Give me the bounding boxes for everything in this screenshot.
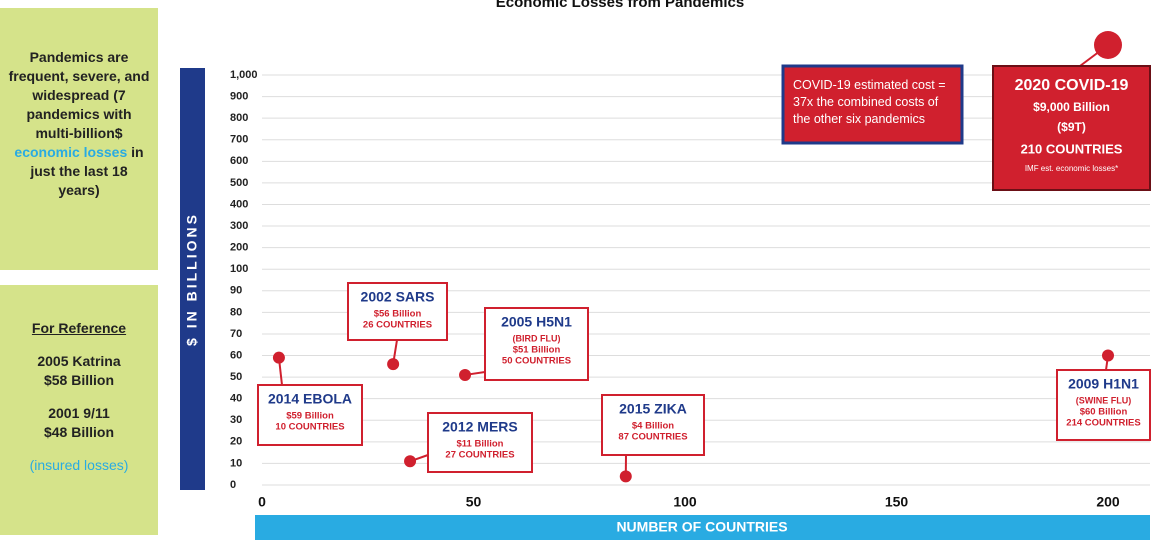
annotation: ($9T) (1057, 120, 1086, 134)
panel-note: (insured losses) (29, 457, 129, 473)
value-label: $11 Billion (457, 439, 504, 450)
y-axis-label: $ IN BILLIONS (184, 212, 200, 346)
x-axis-bar (255, 515, 1150, 540)
y-tick-label: 50 (230, 371, 242, 383)
y-tick-label: 10 (230, 457, 242, 469)
label-box (257, 384, 363, 446)
value-label: $56 Billion (374, 309, 422, 320)
panel-text: Pandemics are frequent, severe, and wide… (8, 49, 150, 141)
reference-value: $48 Billion (43, 424, 115, 440)
y-tick-label: 30 (230, 414, 242, 426)
y-tick-label: 40 (230, 393, 242, 405)
value-label: $51 Billion (513, 345, 561, 356)
label-box (484, 307, 589, 381)
y-tick-label: 500 (230, 177, 248, 189)
country-label: 10 COUNTRIES (275, 422, 344, 433)
point (387, 358, 400, 371)
country-label: 26 COUNTRIES (363, 320, 432, 331)
reference-item: 2005 Katrina $58 Billion (8, 352, 150, 390)
x-tick-label: 0 (258, 494, 266, 510)
y-tick-label: 60 (230, 349, 242, 361)
x-tick-label: 200 (1096, 494, 1120, 510)
x-tick-label: 100 (673, 494, 697, 510)
y-tick-label: 700 (230, 134, 248, 146)
label-box (427, 412, 533, 473)
info-panel: Pandemics are frequent, severe, and wide… (0, 8, 158, 270)
point-name: 2009 H1N1 (1068, 376, 1139, 392)
y-tick-label: 400 (230, 198, 248, 210)
y-tick-label: 20 (230, 436, 242, 448)
country-label: 87 COUNTRIES (618, 432, 687, 443)
panel-heading: For Reference (31, 320, 127, 336)
x-axis-label: NUMBER OF COUNTRIES (616, 519, 787, 535)
value-label: $60 Billion (1080, 407, 1128, 418)
point-name: 2014 EBOLA (268, 391, 352, 407)
y-tick-label: 80 (230, 306, 242, 318)
label-box (347, 282, 448, 341)
reference-name: 2005 Katrina (37, 353, 121, 369)
y-tick-label: 600 (230, 155, 248, 167)
country-label: 27 COUNTRIES (445, 450, 514, 461)
point-note: (SWINE FLU) (1076, 395, 1132, 405)
y-tick-label: 800 (230, 112, 248, 124)
value-label: $59 Billion (286, 411, 334, 422)
country-label: 210 COUNTRIES (1021, 141, 1123, 156)
panel-highlight: economic losses (14, 144, 128, 160)
point (459, 368, 472, 381)
annotation: IMF est. economic losses* (1025, 164, 1118, 173)
point (619, 470, 632, 483)
reference-value: $58 Billion (43, 372, 115, 388)
label-box (1056, 369, 1151, 441)
point-name: 2015 ZIKA (619, 401, 687, 417)
point-name: 2020 COVID-19 (1015, 77, 1129, 94)
y-axis-bar (180, 68, 205, 490)
y-tick-label: 1,000 (230, 69, 258, 81)
label-box (601, 394, 705, 456)
reference-name: 2001 9/11 (48, 405, 110, 421)
reference-item: 2001 9/11 $48 Billion (8, 404, 150, 442)
x-tick-label: 150 (885, 494, 909, 510)
point (1102, 349, 1114, 362)
value-label: $9,000 Billion (1033, 100, 1110, 114)
country-label: 214 COUNTRIES (1066, 418, 1140, 429)
point (272, 351, 285, 364)
y-tick-label: 90 (230, 285, 242, 297)
point-name: 2005 H5N1 (501, 314, 572, 330)
callout-text: COVID-19 estimated cost = 37x the combine… (793, 78, 946, 126)
value-label: $4 Billion (632, 421, 674, 432)
y-tick-label: 100 (230, 263, 248, 275)
y-tick-label: 0 (230, 479, 236, 491)
y-tick-label: 70 (230, 328, 242, 340)
panel-text: in just the last 18 years) (30, 144, 144, 198)
country-label: 50 COUNTRIES (502, 356, 571, 367)
chart-title: Economic Losses from Pandemics (496, 0, 744, 11)
point (1094, 31, 1122, 59)
point-name: 2012 MERS (442, 419, 517, 435)
reference-panel: For Reference 2005 Katrina $58 Billion 20… (0, 285, 158, 535)
highlight-box (992, 65, 1151, 191)
y-tick-label: 200 (230, 242, 248, 254)
point-name: 2002 SARS (361, 289, 435, 305)
y-tick-label: 300 (230, 220, 248, 232)
callout-box (781, 64, 964, 145)
y-tick-label: 900 (230, 90, 248, 102)
x-tick-label: 50 (466, 494, 482, 510)
point-note: (BIRD FLU) (513, 333, 561, 343)
point (404, 455, 417, 468)
